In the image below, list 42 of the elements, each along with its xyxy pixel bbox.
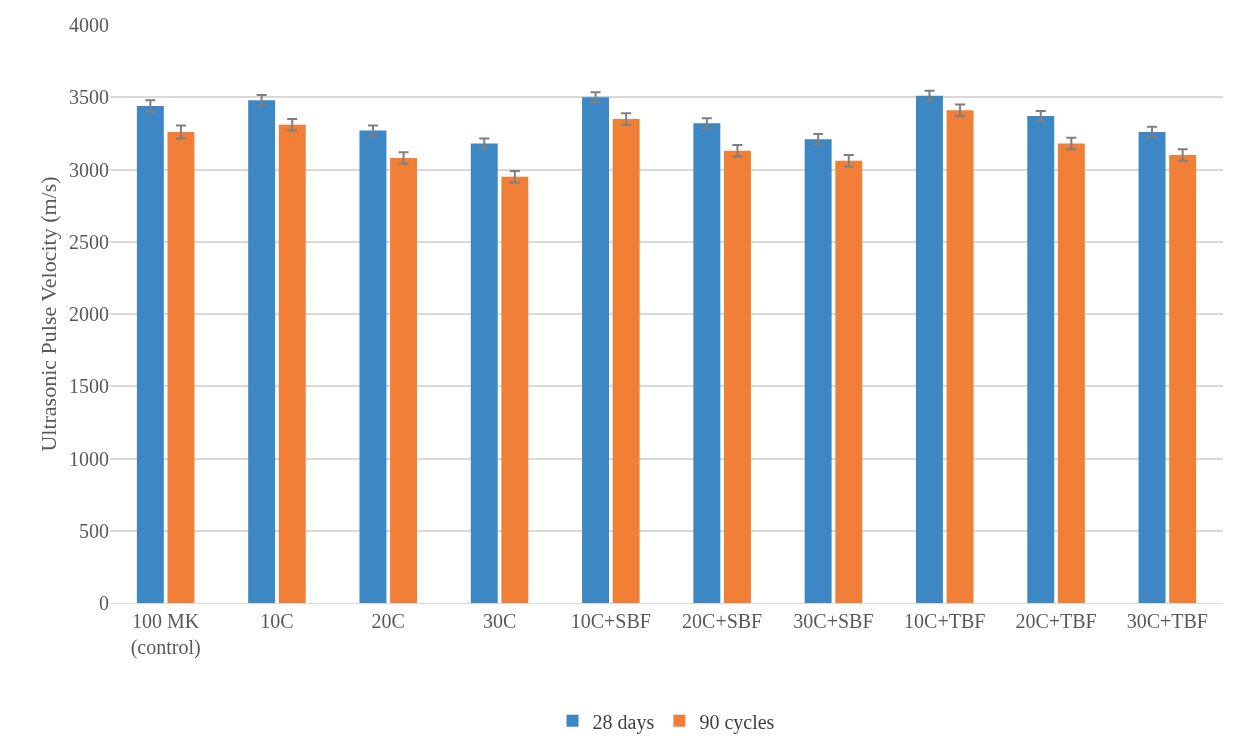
bar	[136, 105, 164, 603]
bar	[723, 150, 751, 603]
bar	[915, 95, 943, 603]
y-tick-label: 2000	[69, 303, 109, 325]
bar	[167, 131, 195, 603]
bar	[1138, 131, 1166, 603]
bar	[946, 110, 974, 603]
y-tick-label: 1000	[69, 447, 109, 470]
x-tick-label: 10C+TBF	[904, 610, 986, 632]
x-tick-label: 30C+SBF	[793, 610, 874, 632]
y-tick-label: 3000	[69, 158, 109, 181]
y-tick-label: 500	[79, 519, 109, 542]
x-tick-label: 20C+SBF	[682, 610, 763, 632]
bar	[278, 124, 306, 603]
x-tick-label: 20C	[371, 610, 405, 632]
y-tick-label: 0	[99, 592, 109, 614]
y-tick-label: 3500	[69, 86, 109, 109]
x-tick-label: 20C+TBF	[1015, 610, 1097, 632]
bar	[835, 160, 863, 603]
x-tick-label: 10C	[260, 610, 294, 632]
x-tick-label: 30C+TBF	[1126, 610, 1209, 632]
y-tick-label: 4000	[69, 14, 109, 36]
bar	[693, 123, 721, 603]
bar	[612, 118, 640, 603]
bar	[470, 143, 498, 603]
x-tick-label: 10C+SBF	[570, 610, 651, 632]
bar	[501, 176, 529, 603]
bar	[390, 157, 418, 603]
bar	[359, 130, 387, 603]
bar	[582, 97, 610, 603]
bar	[1027, 116, 1055, 603]
legend-label: 90 cycles	[699, 710, 775, 734]
x-tick-label: 30C	[482, 610, 517, 632]
y-tick-label: 1500	[69, 375, 109, 398]
y-axis-title: Ultrasonic Pulse Velocity (m/s)	[36, 176, 61, 452]
legend-label: 28 days	[592, 710, 655, 734]
x-tick-label: 100 MK (control)	[130, 610, 201, 659]
bar	[248, 100, 276, 603]
y-tick-label: 2500	[69, 230, 109, 253]
bar	[804, 139, 832, 603]
bar	[1169, 155, 1197, 603]
bar	[1057, 143, 1085, 603]
